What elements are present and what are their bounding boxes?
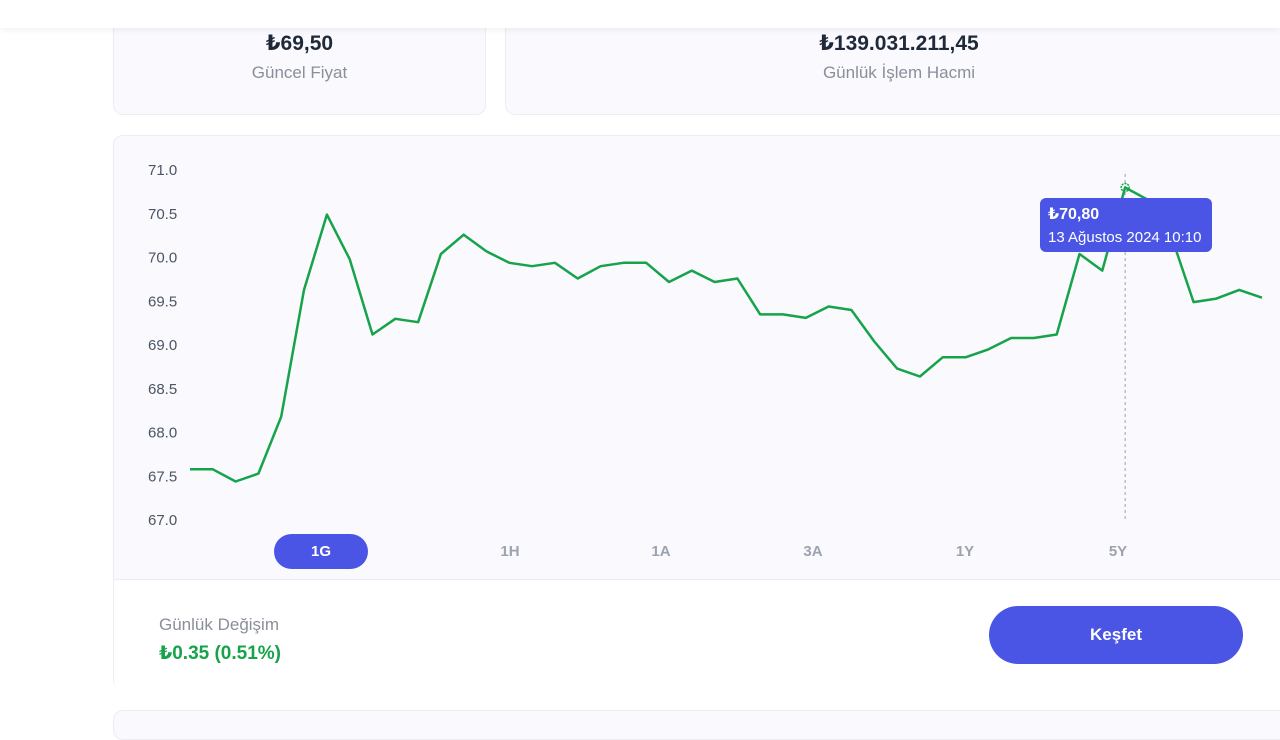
price-chart-card: 71.0 70.5 70.0 69.5 69.0 68.5 68.0 67.5 67.0 ₺70… [113, 135, 1280, 691]
range-tab-1a[interactable]: 1A [614, 534, 708, 569]
current-price-value: ₺69,50 [265, 32, 334, 55]
tooltip-price: ₺70,80 [1048, 206, 1100, 223]
chart-tooltip: ₺70,80 13 Ağustos 2024 10:10 [1040, 198, 1212, 252]
range-tab-1y[interactable]: 1Y [918, 534, 1012, 569]
chart-footer: Günlük Değişim ₺0.35 (0.51%) Keşfet [114, 579, 1280, 691]
explore-button[interactable]: Keşfet [989, 606, 1243, 664]
y-tick-label: 69.0 [148, 337, 177, 354]
y-tick-label: 68.0 [148, 425, 177, 442]
chart-area[interactable]: 71.0 70.5 70.0 69.5 69.0 68.5 68.0 67.5 67.0 ₺70… [114, 136, 1280, 579]
range-tab-1g[interactable]: 1G [274, 534, 368, 569]
y-tick-label: 67.5 [148, 468, 177, 485]
current-price-label: Güncel Fiyat [251, 63, 348, 82]
y-tick-label: 68.5 [148, 381, 177, 398]
tooltip-date: 13 Ağustos 2024 10:10 [1048, 229, 1202, 246]
daily-change-value: ₺0.35 (0.51%) [159, 643, 282, 664]
range-tab-3a[interactable]: 3A [766, 534, 860, 569]
top-bar [0, 0, 1280, 28]
daily-volume-label: Günlük İşlem Hacmi [822, 63, 976, 82]
range-tab-1h[interactable]: 1H [463, 534, 557, 569]
daily-volume-value: ₺139.031.211,45 [819, 32, 979, 55]
price-series-line [190, 186, 1263, 483]
y-tick-label: 67.0 [148, 512, 177, 529]
range-tab-5y[interactable]: 5Y [1071, 534, 1165, 569]
daily-change-label: Günlük Değişim [159, 615, 279, 634]
current-price-card: ₺69,50 Güncel Fiyat [113, 12, 486, 115]
y-tick-label: 70.0 [148, 250, 177, 267]
next-section-card [113, 710, 1280, 740]
price-line-chart[interactable]: 71.0 70.5 70.0 69.5 69.0 68.5 68.0 67.5 67.0 [114, 136, 1280, 579]
y-tick-label: 71.0 [148, 162, 177, 179]
y-tick-label: 69.5 [148, 293, 177, 310]
highlight-point [1120, 182, 1130, 193]
daily-volume-card: ₺139.031.211,45 Günlük İşlem Hacmi [505, 12, 1280, 115]
y-tick-label: 70.5 [148, 206, 177, 223]
